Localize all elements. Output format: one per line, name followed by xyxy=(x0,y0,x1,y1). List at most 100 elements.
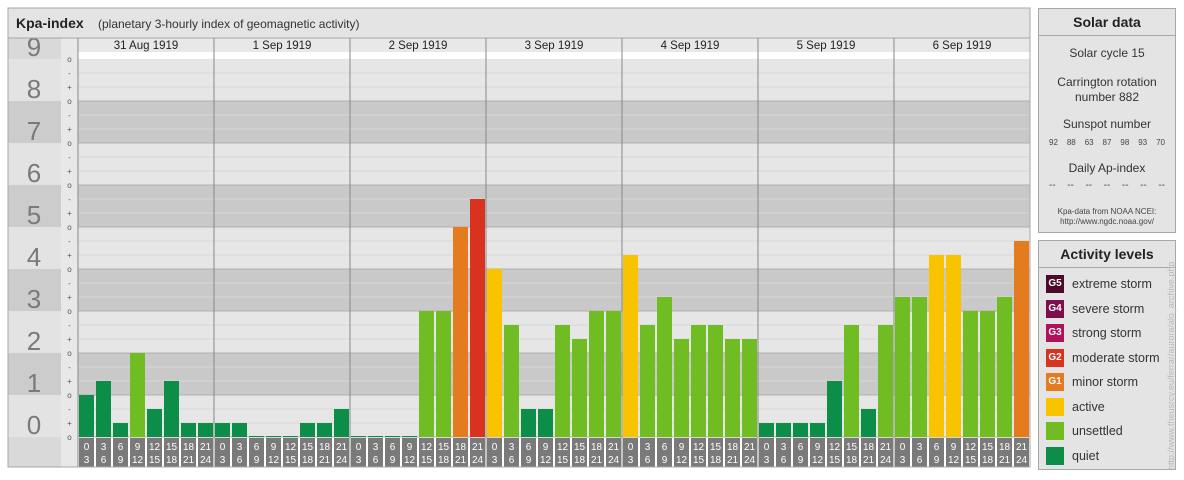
interval-label-end: 12 xyxy=(404,455,416,466)
interval-label-end: 18 xyxy=(438,455,450,466)
interval-label-end: 24 xyxy=(336,455,348,466)
kp-bar xyxy=(759,423,774,437)
interval-label-start: 12 xyxy=(557,442,569,453)
kp-bar xyxy=(606,311,621,437)
kp-bar xyxy=(827,381,842,437)
interval-label-end: 3 xyxy=(764,455,770,466)
interval-label-start: 6 xyxy=(254,442,260,453)
interval-label-end: 9 xyxy=(118,455,124,466)
interval-label-start: 12 xyxy=(421,442,433,453)
legend-item: unsettled xyxy=(1039,419,1175,444)
minor-tick-label: + xyxy=(67,293,72,302)
interval-label-end: 15 xyxy=(557,455,569,466)
interval-label-box xyxy=(351,438,366,467)
kp-bar xyxy=(402,436,417,437)
interval-label-box xyxy=(946,438,961,467)
legend-label: minor storm xyxy=(1072,375,1138,390)
kp-bar xyxy=(555,324,570,437)
interval-label-end: 12 xyxy=(812,455,824,466)
interval-label-end: 18 xyxy=(982,455,994,466)
y-tick-label: 3 xyxy=(27,284,41,314)
kp-bar xyxy=(283,436,298,437)
interval-label-box xyxy=(844,438,859,467)
kp-band xyxy=(78,143,1030,185)
source-link[interactable]: http://www.ngdc.noaa.gov/ xyxy=(1060,217,1154,226)
minor-tick-label: o xyxy=(67,97,72,106)
interval-label-start: 6 xyxy=(390,442,396,453)
interval-label-end: 6 xyxy=(917,455,923,466)
interval-label-start: 12 xyxy=(149,442,161,453)
kp-bar xyxy=(980,311,995,437)
interval-label-box xyxy=(997,438,1012,467)
minor-tick-label: + xyxy=(67,167,72,176)
interval-label-start: 0 xyxy=(900,442,906,453)
kp-band xyxy=(78,227,1030,269)
interval-label-start: 18 xyxy=(183,442,195,453)
minor-tick-label: - xyxy=(68,405,71,414)
interval-label-start: 15 xyxy=(574,442,586,453)
interval-label-start: 9 xyxy=(135,442,141,453)
interval-label-box xyxy=(147,438,162,467)
interval-label-end: 6 xyxy=(509,455,515,466)
day-label: 3 Sep 1919 xyxy=(525,40,584,52)
kp-bar xyxy=(691,324,706,437)
kp-bar xyxy=(130,353,145,437)
interval-label-end: 15 xyxy=(285,455,297,466)
sunspot-value: 98 xyxy=(1120,138,1130,147)
kp-bar xyxy=(1014,240,1029,437)
minor-tick-label: - xyxy=(68,111,71,120)
kp-bar xyxy=(776,423,791,437)
y-tick-label: 1 xyxy=(27,368,41,398)
ap-value: -- xyxy=(1103,180,1111,191)
interval-label-box xyxy=(861,438,876,467)
interval-label-end: 6 xyxy=(373,455,379,466)
y-axis-band xyxy=(8,269,61,311)
minor-tick-label: + xyxy=(67,83,72,92)
y-axis-band xyxy=(8,101,61,143)
interval-label-box xyxy=(470,438,485,467)
kp-bar xyxy=(249,436,264,437)
sunspot-title: Sunspot number xyxy=(1062,117,1152,131)
interval-label-box xyxy=(436,438,451,467)
kp-bar xyxy=(572,339,587,437)
kp-bar xyxy=(742,339,757,437)
interval-label-start: 9 xyxy=(271,442,277,453)
kp-bar xyxy=(317,423,332,437)
kp-bar xyxy=(232,423,247,437)
interval-label-box xyxy=(198,438,213,467)
legend-item: G4 severe storm xyxy=(1039,297,1175,322)
kp-bar xyxy=(589,311,604,437)
interval-label-start: 21 xyxy=(200,442,212,453)
minor-tick-label: o xyxy=(67,55,72,64)
interval-label-box xyxy=(912,438,927,467)
interval-label-end: 21 xyxy=(183,455,195,466)
legend-item: G3 strong storm xyxy=(1039,321,1175,346)
y-axis-band xyxy=(8,143,61,185)
legend-swatch: G4 xyxy=(1046,299,1064,318)
interval-label-end: 18 xyxy=(846,455,858,466)
interval-label-end: 21 xyxy=(727,455,739,466)
y-axis-band xyxy=(8,227,61,269)
ap-value: -- xyxy=(1085,180,1093,191)
kp-bar xyxy=(266,436,281,437)
minor-tick-label: + xyxy=(67,335,72,344)
interval-label-end: 24 xyxy=(880,455,892,466)
interval-label-start: 9 xyxy=(543,442,549,453)
solar-data-panel: Solar data Solar cycle 15 Carrington rot… xyxy=(1038,8,1176,233)
interval-label-end: 18 xyxy=(574,455,586,466)
interval-label-box xyxy=(538,438,553,467)
interval-label-box xyxy=(385,438,400,467)
kp-bar xyxy=(147,408,162,437)
interval-label-end: 12 xyxy=(132,455,144,466)
interval-label-start: 3 xyxy=(645,442,651,453)
legend-label: strong storm xyxy=(1072,326,1142,341)
minor-tick-label: - xyxy=(68,237,71,246)
kp-bar xyxy=(368,436,383,437)
minor-tick-label: + xyxy=(67,377,72,386)
interval-label-end: 9 xyxy=(390,455,396,466)
interval-label-end: 18 xyxy=(302,455,314,466)
interval-label-box xyxy=(96,438,111,467)
kp-bar xyxy=(861,408,876,437)
interval-label-end: 12 xyxy=(268,455,280,466)
